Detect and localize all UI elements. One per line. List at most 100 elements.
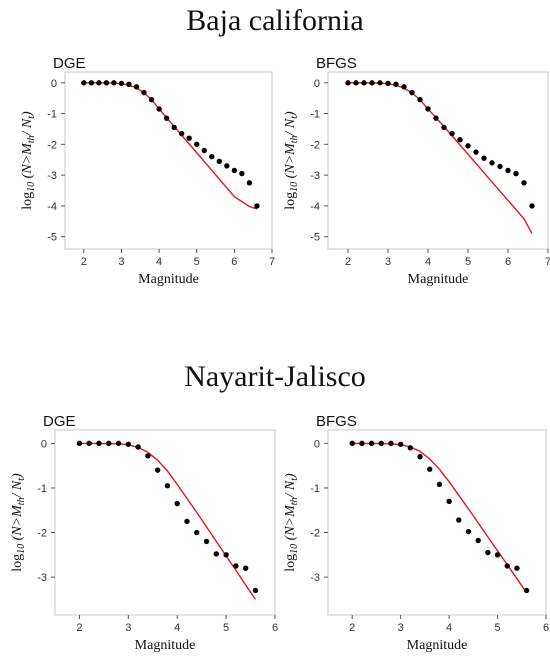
chart-nayarit-bfgs: BFGS 2 3 4 5 6 0 -1 -2 -3 Magnitude log10 (N>Mth/ N… <box>283 413 549 653</box>
data-point <box>246 180 253 186</box>
x-tick-label: 6 <box>543 622 549 634</box>
y-tick-label: -3 <box>47 170 57 182</box>
x-tick-label: 2 <box>345 256 351 268</box>
data-point <box>86 440 92 447</box>
data-point <box>115 440 122 447</box>
data-point <box>436 481 443 488</box>
data-point <box>457 137 463 143</box>
x-tick-label: 3 <box>398 622 404 634</box>
data-point <box>186 135 192 141</box>
data-point <box>178 130 185 137</box>
x-tick-label: 6 <box>505 256 511 268</box>
data-point <box>133 84 140 90</box>
data-point <box>141 89 147 96</box>
x-tick-label: 3 <box>118 256 124 268</box>
data-point <box>494 552 501 558</box>
x-tick-label: 5 <box>223 622 229 634</box>
plot-frame <box>327 71 549 250</box>
x-tick-label: 4 <box>156 256 162 268</box>
data-point <box>475 537 481 544</box>
plot-frame <box>64 71 273 250</box>
y-tick-label: -1 <box>47 109 57 121</box>
x-tick-label: 3 <box>125 622 131 634</box>
data-point <box>449 130 455 137</box>
data-point <box>171 124 177 131</box>
data-point <box>409 89 415 96</box>
data-point <box>239 170 245 177</box>
data-point <box>174 500 180 507</box>
data-point <box>242 565 249 571</box>
x-axis-label: Magnitude <box>135 638 196 653</box>
x-tick-label: 5 <box>494 622 500 634</box>
data-point <box>88 80 95 86</box>
data-point <box>465 143 471 149</box>
data-point <box>417 454 423 460</box>
y-tick-label: -4 <box>310 201 320 213</box>
y-tick-label: -2 <box>310 139 320 151</box>
x-tick-label: 5 <box>465 256 471 268</box>
data-point <box>473 149 479 155</box>
data-point <box>154 467 161 473</box>
x-axis-label: Magnitude <box>407 638 468 653</box>
data-point <box>359 440 365 447</box>
data-point <box>446 498 452 505</box>
data-point <box>368 440 375 447</box>
data-point <box>224 163 230 169</box>
data-point <box>369 80 375 86</box>
data-point <box>216 158 223 164</box>
y-tick-label: -2 <box>47 139 57 151</box>
data-point <box>529 203 535 209</box>
x-tick-label: 4 <box>174 622 180 634</box>
data-point <box>407 445 414 451</box>
panel-label: DGE <box>43 413 76 430</box>
x-tick-label: 7 <box>269 256 275 268</box>
data-point <box>485 549 491 556</box>
y-tick-label: -2 <box>37 528 47 540</box>
section-title-baja: Baja california <box>186 4 364 37</box>
data-point <box>523 587 530 594</box>
chart-baja-dge: DGE 2 3 4 5 6 7 0 -1 -2 -3 -4 -5 Magnitude log10 (N>Mt… <box>20 55 275 287</box>
data-point <box>514 565 520 571</box>
y-tick-label: -1 <box>310 109 320 121</box>
x-tick-label: 5 <box>194 256 200 268</box>
x-tick-label: 2 <box>81 256 87 268</box>
fit-line <box>352 442 528 594</box>
y-tick-label: 0 <box>51 78 57 90</box>
data-point <box>194 141 200 148</box>
data-point <box>497 163 503 170</box>
data-point <box>81 80 87 86</box>
data-point <box>427 466 433 472</box>
x-tick-label: 3 <box>385 256 391 268</box>
x-tick-label: 7 <box>545 256 550 268</box>
y-axis-label: log10 (N>Mth/ Nt) <box>20 111 37 210</box>
data-point <box>125 441 132 447</box>
data-point <box>513 170 519 177</box>
y-axis-label: log10 (N>Mth/ Nt) <box>283 111 300 210</box>
y-tick-label: 0 <box>41 438 47 450</box>
x-tick-label: 6 <box>231 256 237 268</box>
data-point <box>505 167 511 174</box>
data-point <box>397 441 404 447</box>
y-tick-label: 0 <box>314 438 320 450</box>
chart-baja-bfgs: BFGS 2 3 4 5 6 7 0 -1 -2 -3 -4 -5 Magnitude log10 (N>M… <box>283 55 550 287</box>
panel-label: BFGS <box>316 55 357 72</box>
y-tick-label: -3 <box>37 572 47 584</box>
x-axis-label: Magnitude <box>138 272 199 287</box>
y-axis-label: log10 (N>Mth/ Nt) <box>283 473 300 572</box>
y-tick-label: -3 <box>310 572 320 584</box>
data-point <box>156 106 162 112</box>
panel-label: DGE <box>53 55 86 72</box>
data-point <box>481 155 487 161</box>
x-tick-label: 2 <box>76 622 82 634</box>
section-title-nayarit: Nayarit-Jalisco <box>184 360 366 393</box>
data-point <box>184 518 190 525</box>
chart-nayarit-dge: DGE 2 3 4 5 6 0 -1 -2 -3 Magnitude log10 (N>Mth/ Nt… <box>10 413 278 653</box>
y-tick-label: -1 <box>310 483 320 495</box>
y-tick-label: 0 <box>314 78 320 90</box>
data-point <box>231 167 238 174</box>
x-tick-label: 2 <box>349 622 355 634</box>
fit-line <box>83 82 258 210</box>
data-point <box>223 552 229 558</box>
fit-line <box>79 442 256 600</box>
x-tick-label: 4 <box>446 622 452 634</box>
